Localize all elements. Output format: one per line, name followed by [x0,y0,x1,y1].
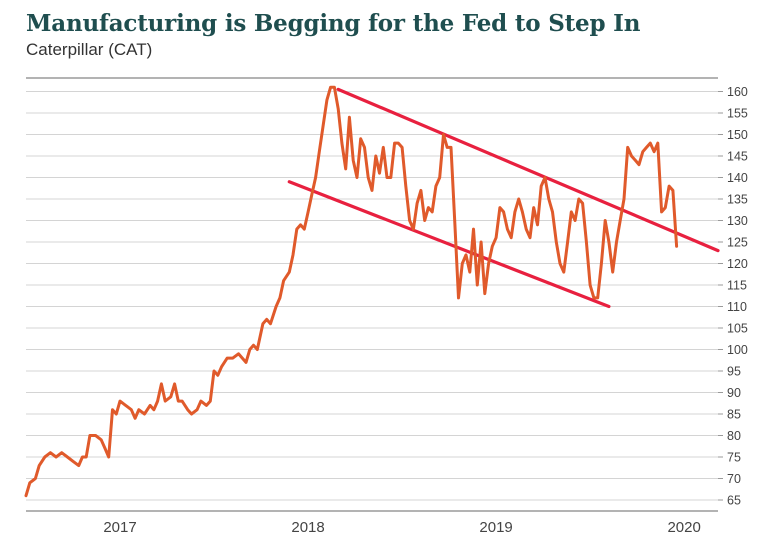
y-tick-label-110: 110 [727,300,747,314]
y-tick-label-115: 115 [727,279,747,293]
price-series-line [24,85,679,498]
y-tick-label-120: 120 [727,257,748,271]
x-tick-label-2020: 2020 [667,519,700,536]
gridlines [26,77,718,512]
lower-trendline [287,180,611,309]
trendlines [287,87,720,309]
y-tick-label-65: 65 [727,494,741,508]
chart-subtitle: Caterpillar (CAT) [26,40,153,59]
y-tick-label-135: 135 [727,193,748,207]
series-group [24,85,679,498]
x-tick-label-2017: 2017 [103,519,136,536]
y-tick-label-105: 105 [727,322,748,336]
y-tick-label-95: 95 [727,365,741,379]
x-tick-label-2019: 2019 [479,519,512,536]
upper-trendline [336,87,720,253]
y-tick-label-140: 140 [727,171,748,185]
y-tick-label-150: 150 [727,128,748,142]
y-tick-label-70: 70 [727,472,741,486]
y-tick-label-90: 90 [727,386,741,400]
y-tick-label-145: 145 [727,150,748,164]
y-tick-label-125: 125 [727,236,748,250]
y-tick-label-160: 160 [727,85,748,99]
chart-title: Manufacturing is Begging for the Fed to … [26,10,641,37]
y-tick-label-130: 130 [727,214,748,228]
y-axis-ticks: 65 70 75 80 85 90 95 100 105 110 115 120 125 130 135 14… [718,85,748,508]
x-axis-ticks: 2017 2018 2019 2020 [103,519,701,536]
y-tick-label-155: 155 [727,107,748,121]
y-tick-label-85: 85 [727,408,741,422]
y-tick-label-75: 75 [727,451,741,465]
y-tick-label-100: 100 [727,343,748,357]
y-tick-label-80: 80 [727,429,741,443]
x-tick-label-2018: 2018 [291,519,324,536]
